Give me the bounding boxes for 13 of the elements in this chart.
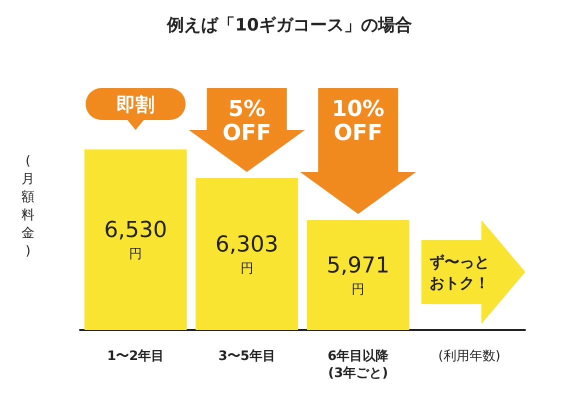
annotation: 10% OFF bbox=[332, 97, 384, 146]
data-label: 5,971 円 bbox=[326, 253, 390, 298]
x-tick-label: 3〜5年目 bbox=[218, 349, 276, 364]
annotation: 5% OFF bbox=[222, 97, 272, 146]
x-tick-label: 1〜2年目 bbox=[107, 349, 164, 364]
x-axis-title: (利用年数) bbox=[438, 349, 500, 364]
chart-title: 例えば「10ギガコース」の場合 bbox=[166, 16, 412, 36]
annotation: ず〜っとおトク！ bbox=[429, 253, 490, 292]
data-label: 6,530 円 bbox=[104, 218, 168, 262]
x-tick-label: 6年目以降 (3年ごと) bbox=[328, 349, 390, 381]
y-axis-title: (月額料金) bbox=[22, 154, 34, 259]
annotation: 即割 bbox=[116, 94, 155, 116]
data-label: 6,303 円 bbox=[215, 232, 278, 277]
